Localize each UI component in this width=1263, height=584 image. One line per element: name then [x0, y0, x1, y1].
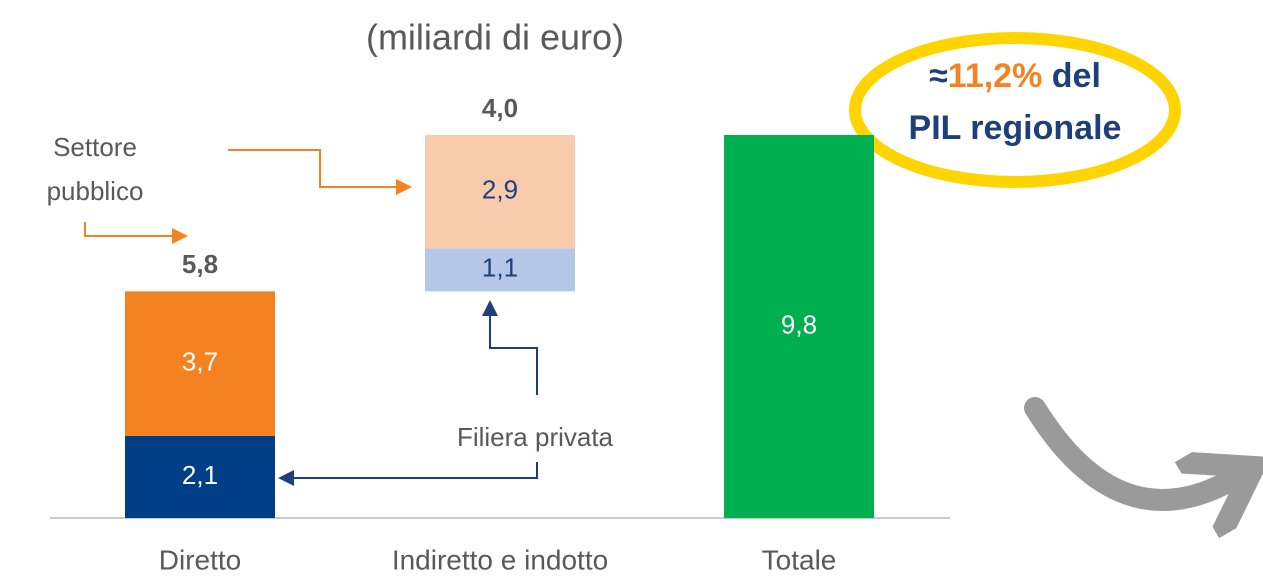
- arrow: [490, 304, 537, 395]
- trend-arrow: [1035, 408, 1235, 500]
- chart: (miliardi di euro) ≈11,2% del PIL region…: [0, 0, 1263, 584]
- value-label: 9,8: [781, 309, 817, 339]
- chart-svg: (miliardi di euro) ≈11,2% del PIL region…: [0, 0, 1263, 584]
- series-note: Filiera privata: [420, 415, 650, 459]
- callout-line1: ≈11,2% del: [929, 57, 1101, 95]
- total-label: 5,8: [182, 249, 218, 279]
- x-tick-label: Indiretto e indotto: [392, 544, 608, 575]
- arrow: [228, 150, 408, 187]
- callout-prefix: ≈: [929, 57, 948, 95]
- value-label: 2,1: [182, 460, 218, 490]
- x-tick-label: Diretto: [159, 544, 241, 575]
- value-label: 3,7: [182, 347, 218, 377]
- value-label: 2,9: [482, 175, 518, 205]
- callout-rest: del: [1052, 57, 1101, 95]
- chart-subtitle: (miliardi di euro): [366, 17, 624, 58]
- callout-value: 11,2%: [948, 57, 1043, 95]
- series-note: Settore pubblico: [20, 125, 170, 213]
- total-label: 4,0: [482, 93, 518, 123]
- arrow: [85, 222, 184, 236]
- arrow: [282, 462, 537, 478]
- callout-line2: PIL regionale: [909, 109, 1122, 147]
- x-tick-label: Totale: [762, 544, 837, 575]
- value-label: 1,1: [482, 253, 518, 283]
